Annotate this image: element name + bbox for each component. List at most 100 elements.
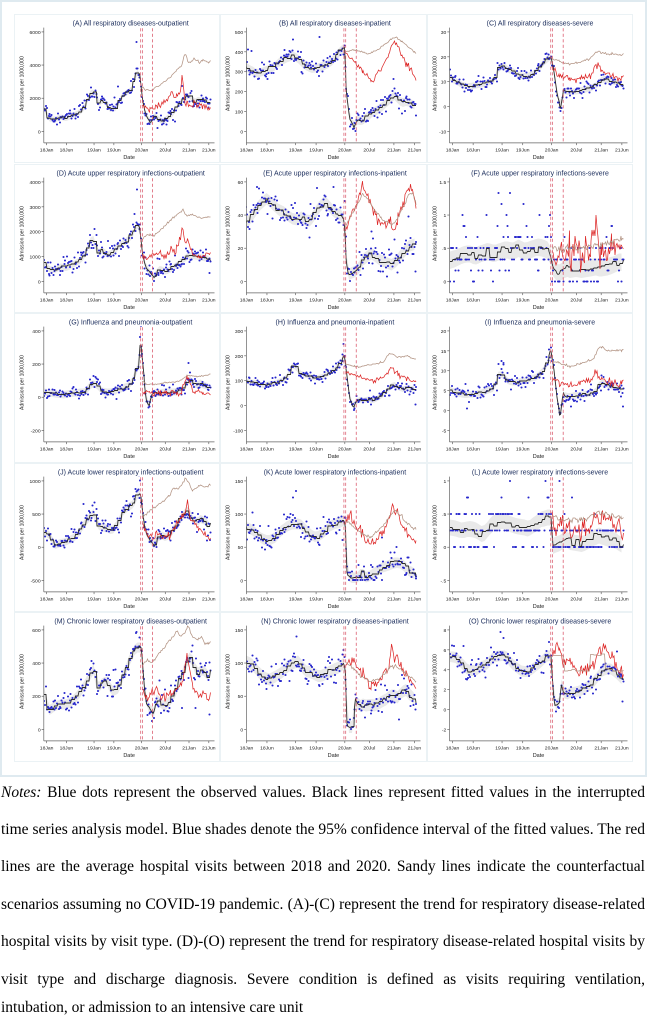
svg-text:400: 400 <box>32 329 41 335</box>
svg-text:20Jul: 20Jul <box>570 596 582 602</box>
svg-text:21Jan: 21Jan <box>182 297 196 303</box>
svg-text:1: 1 <box>443 213 446 219</box>
svg-text:18Jan: 18Jan <box>446 746 460 752</box>
svg-text:20Jul: 20Jul <box>364 446 376 452</box>
svg-text:Date: Date <box>328 603 340 609</box>
svg-text:15: 15 <box>441 349 447 355</box>
svg-text:21Jan: 21Jan <box>594 596 608 602</box>
svg-text:18Jun: 18Jun <box>59 297 73 303</box>
svg-text:Admission per 1000,000: Admission per 1000,000 <box>432 654 438 709</box>
svg-text:19Jun: 19Jun <box>310 297 324 303</box>
svg-text:Admission per 1000,000: Admission per 1000,000 <box>19 355 25 410</box>
svg-text:19Jan: 19Jan <box>87 596 101 602</box>
svg-text:.5: .5 <box>442 246 446 252</box>
svg-text:20: 20 <box>238 246 244 252</box>
svg-text:18Jun: 18Jun <box>59 446 73 452</box>
svg-text:(C) All respiratory diseases-s: (C) All respiratory diseases-severe <box>486 21 593 28</box>
svg-text:21Jan: 21Jan <box>182 746 196 752</box>
svg-text:-5: -5 <box>442 428 447 434</box>
svg-text:21Jan: 21Jan <box>182 596 196 602</box>
svg-text:19Jun: 19Jun <box>107 297 121 303</box>
svg-text:100: 100 <box>235 379 244 385</box>
svg-text:21Jun: 21Jun <box>202 446 216 452</box>
svg-text:0: 0 <box>443 545 446 551</box>
svg-text:19Jan: 19Jan <box>289 596 303 602</box>
svg-text:19Jan: 19Jan <box>495 596 509 602</box>
svg-text:40: 40 <box>238 213 244 219</box>
svg-text:20Jul: 20Jul <box>570 147 582 153</box>
svg-text:19Jun: 19Jun <box>107 596 121 602</box>
svg-text:21Jan: 21Jan <box>594 746 608 752</box>
svg-text:21Jun: 21Jun <box>408 446 422 452</box>
svg-text:4000: 4000 <box>29 63 40 69</box>
svg-text:6: 6 <box>443 648 446 654</box>
svg-text:18Jan: 18Jan <box>40 297 54 303</box>
svg-text:Date: Date <box>532 454 544 460</box>
svg-text:Date: Date <box>328 753 340 759</box>
svg-text:20: 20 <box>441 329 447 335</box>
svg-text:20Jan: 20Jan <box>135 746 149 752</box>
svg-text:60: 60 <box>238 179 244 185</box>
svg-text:2: 2 <box>443 688 446 694</box>
svg-text:100: 100 <box>235 512 244 518</box>
svg-text:3000: 3000 <box>29 204 40 210</box>
svg-text:20Jan: 20Jan <box>338 596 352 602</box>
svg-text:20Jul: 20Jul <box>364 147 376 153</box>
svg-text:20Jul: 20Jul <box>159 147 171 153</box>
svg-text:30: 30 <box>441 30 447 36</box>
svg-text:21Jan: 21Jan <box>387 446 401 452</box>
svg-text:20Jan: 20Jan <box>338 746 352 752</box>
svg-text:-2: -2 <box>442 728 447 734</box>
svg-text:Date: Date <box>532 304 544 310</box>
svg-text:19Jun: 19Jun <box>516 147 530 153</box>
svg-text:Date: Date <box>532 603 544 609</box>
svg-text:Admission per 1000,000: Admission per 1000,000 <box>432 355 438 410</box>
svg-text:(G) Influenza and pneumonia-ou: (G) Influenza and pneumonia-outpatient <box>69 320 193 327</box>
svg-text:18Jun: 18Jun <box>59 596 73 602</box>
svg-text:1.5: 1.5 <box>439 179 446 185</box>
svg-text:Date: Date <box>123 304 135 310</box>
svg-text:Admission per 1000,000: Admission per 1000,000 <box>226 505 232 560</box>
svg-text:18Jan: 18Jan <box>446 147 460 153</box>
svg-text:(D) Acute upper respiratory in: (D) Acute upper respiratory infections-o… <box>56 170 204 177</box>
svg-text:18Jan: 18Jan <box>446 297 460 303</box>
svg-text:19Jan: 19Jan <box>289 746 303 752</box>
svg-text:10: 10 <box>441 369 447 375</box>
svg-text:(E) Acute upper respiratory in: (E) Acute upper respiratory infections-i… <box>263 170 407 177</box>
svg-text:20Jan: 20Jan <box>338 446 352 452</box>
svg-text:19Jun: 19Jun <box>310 147 324 153</box>
svg-text:20Jul: 20Jul <box>364 746 376 752</box>
svg-text:21Jun: 21Jun <box>408 596 422 602</box>
svg-text:19Jun: 19Jun <box>310 596 324 602</box>
svg-text:18Jan: 18Jan <box>240 147 254 153</box>
svg-text:150: 150 <box>235 479 244 485</box>
svg-text:1: 1 <box>443 479 446 485</box>
svg-text:(A) All respiratory diseases-o: (A) All respiratory diseases-outpatient <box>72 21 188 28</box>
svg-text:21Jun: 21Jun <box>615 746 629 752</box>
svg-text:Admission per 1000,000: Admission per 1000,000 <box>226 654 232 709</box>
svg-text:500: 500 <box>235 30 244 36</box>
svg-text:1000: 1000 <box>29 254 40 260</box>
svg-text:-.5: -.5 <box>440 578 446 584</box>
svg-text:18Jun: 18Jun <box>260 596 274 602</box>
svg-text:18Jan: 18Jan <box>40 746 54 752</box>
svg-text:Admission per 1000,000: Admission per 1000,000 <box>19 505 25 560</box>
svg-text:200: 200 <box>32 695 41 701</box>
svg-text:21Jun: 21Jun <box>408 746 422 752</box>
svg-text:20Jul: 20Jul <box>364 596 376 602</box>
svg-text:Date: Date <box>123 155 135 161</box>
svg-text:Admission per 1000,000: Admission per 1000,000 <box>432 505 438 560</box>
svg-text:100: 100 <box>235 109 244 115</box>
svg-text:18Jan: 18Jan <box>40 147 54 153</box>
svg-text:4: 4 <box>443 668 446 674</box>
svg-text:21Jun: 21Jun <box>202 746 216 752</box>
svg-text:21Jun: 21Jun <box>615 446 629 452</box>
svg-text:21Jun: 21Jun <box>615 147 629 153</box>
svg-text:20Jan: 20Jan <box>135 147 149 153</box>
svg-text:Date: Date <box>328 155 340 161</box>
svg-text:2000: 2000 <box>29 96 40 102</box>
svg-text:19Jan: 19Jan <box>289 446 303 452</box>
svg-text:19Jan: 19Jan <box>495 297 509 303</box>
svg-text:19Jun: 19Jun <box>310 746 324 752</box>
svg-text:18Jan: 18Jan <box>240 596 254 602</box>
